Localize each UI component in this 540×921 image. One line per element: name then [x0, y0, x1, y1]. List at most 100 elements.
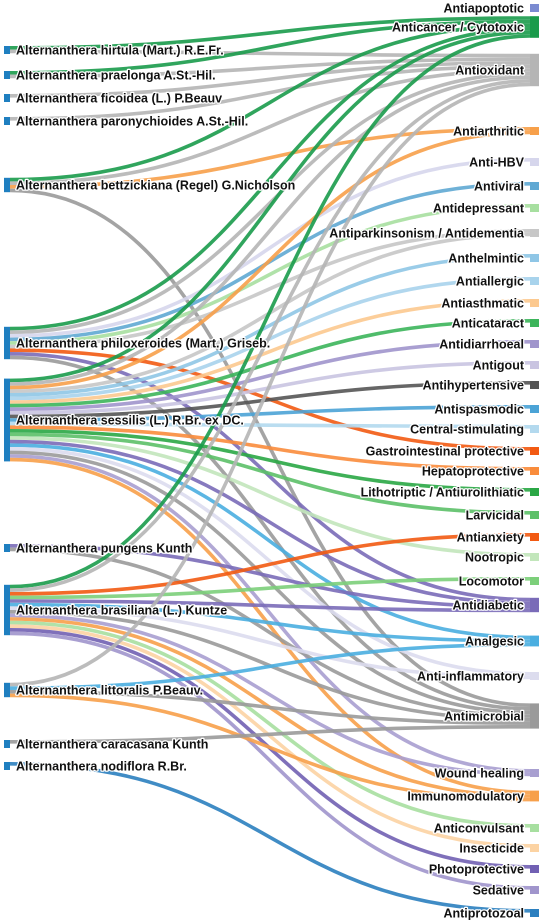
- link-littoralis-to-antimicrobial: [9, 690, 531, 725]
- target-node-locomotor: [530, 577, 539, 585]
- link-sessilis-to-antidiabetic: [9, 439, 531, 605]
- target-node-antianxiety: [530, 533, 539, 541]
- target-label-antidiarrhoeal: Antidiarrhoeal: [439, 338, 524, 352]
- target-labels: Antiapoptotic Anticancer / Cytotoxic Antio…: [328, 0, 526, 921]
- link-sessilis-to-anticancer-cytotoxic: [9, 30, 531, 383]
- target-node-wound-healing: [530, 769, 539, 777]
- target-label-central-stimulating: Central-stimulating: [410, 423, 524, 437]
- target-label-hepatoprotective: Hepatoprotective: [422, 465, 524, 479]
- target-node-antiasthmatic: [530, 299, 539, 307]
- target-label-antiarthritic: Antiarthritic: [453, 125, 524, 139]
- target-node-anti-inflammatory: [530, 672, 539, 680]
- target-node-larvicidal: [530, 511, 539, 519]
- link-pungens-to-antidiabetic: [9, 544, 531, 609]
- link-praelonga-to-anticancer-cytotoxic: [9, 19, 531, 75]
- source-label-alternanthera-ficoidea-l-p-beauv: Alternanthera ficoidea (L.) P.Beauv: [16, 92, 222, 106]
- target-label-antiparkinsonism-antidementia: Antiparkinsonism / Antidementia: [329, 227, 525, 241]
- link-sessilis-to-lithotriptic-antiurolithiatic: [9, 429, 531, 492]
- target-node-antihypertensive: [530, 381, 539, 389]
- link-sessilis-to-nootropic: [9, 436, 531, 557]
- source-node-alternanthera-ficoidea-l-p-beauv: [4, 94, 10, 102]
- link-sessilis-to-antidiarrhoeal: [9, 340, 531, 411]
- target-node-antimicrobial: [530, 703, 539, 729]
- target-node-analgesic: [530, 635, 539, 647]
- link-littoralis-to-analgesic: [9, 642, 531, 690]
- target-label-antiapoptotic: Antiapoptotic: [443, 2, 524, 16]
- source-node-alternanthera-nodiflora-r-br: [4, 762, 10, 770]
- source-node-alternanthera-sessilis-l-r-br-ex-dc: [4, 378, 10, 462]
- link-philoxeroides-to-antimicrobial: [9, 355, 531, 711]
- link-nodiflora-to-antiprotozoal: [9, 762, 531, 913]
- target-label-anti-inflammatory: Anti-inflammatory: [417, 670, 524, 684]
- link-brasiliana-to-antioxidant: [9, 79, 531, 592]
- target-node-photoprotective: [530, 865, 539, 873]
- link-hirtula-to-antioxidant: [9, 49, 531, 58]
- source-label-alternanthera-sessilis-l-r-br-ex-dc: Alternanthera sessilis (L.) R.Br. ex DC.: [16, 414, 244, 428]
- link-caracasana-to-antimicrobial: [9, 725, 531, 744]
- target-label-immunomodulatory: Immunomodulatory: [407, 790, 524, 804]
- link-sessilis-to-anti-inflammatory: [9, 447, 531, 676]
- source-labels: Alternanthera hirtula (Mart.) R.E.Fr. Alt…: [15, 42, 297, 775]
- source-label-alternanthera-praelonga-a-st-hil: Alternanthera praelonga A.St.-Hil.: [16, 69, 216, 83]
- link-littoralis-to-antioxidant: [9, 82, 531, 687]
- target-node-sedative: [530, 886, 539, 894]
- source-node-alternanthera-bettzickiana-regel-g-nicholson: [4, 177, 10, 193]
- target-node-central-stimulating: [530, 425, 539, 433]
- link-brasiliana-to-anticonvulsant: [9, 620, 531, 828]
- target-label-antihypertensive: Antihypertensive: [423, 379, 524, 393]
- target-node-anthelmintic: [530, 254, 539, 262]
- target-label-anti-hbv: Anti-HBV: [469, 156, 525, 170]
- target-node-anticonvulsant: [530, 824, 539, 832]
- target-node-anticancer-cytotoxic: [530, 16, 539, 38]
- target-label-antioxidant: Antioxidant: [455, 64, 525, 78]
- source-label-alternanthera-brasiliana-l-kuntze: Alternanthera brasiliana (L.) Kuntze: [16, 604, 227, 618]
- target-node-antiapoptotic: [530, 4, 539, 12]
- link-hirtula-to-anticancer-cytotoxic: [9, 16, 531, 50]
- target-label-wound-healing: Wound healing: [435, 767, 524, 781]
- link-sessilis-to-larvicidal: [9, 432, 531, 515]
- link-philoxeroides-to-anticancer-cytotoxic: [9, 27, 531, 331]
- source-node-alternanthera-littoralis-p-beauv: [4, 682, 10, 698]
- target-label-insecticide: Insecticide: [459, 842, 524, 856]
- target-node-antidiabetic: [530, 597, 539, 613]
- target-label-antimicrobial: Antimicrobial: [444, 710, 524, 724]
- target-label-antiviral: Antiviral: [474, 180, 524, 194]
- target-label-antigout: Antigout: [473, 359, 525, 373]
- target-node-immunomodulatory: [530, 790, 539, 802]
- target-node-antiallergic: [530, 277, 539, 285]
- source-node-alternanthera-caracasana-kunth: [4, 740, 10, 748]
- link-sessilis-to-antimicrobial: [9, 450, 531, 715]
- link-praelonga-to-antioxidant: [9, 57, 531, 79]
- link-littoralis-to-immunomodulatory: [9, 693, 531, 802]
- target-node-hepatoprotective: [530, 467, 539, 475]
- target-label-antiprotozoal: Antiprotozoal: [443, 907, 524, 921]
- source-node-alternanthera-pungens-kunth: [4, 544, 10, 552]
- link-philoxeroides-to-antioxidant: [9, 71, 531, 334]
- target-label-anthelmintic: Anthelmintic: [448, 252, 524, 266]
- source-node-alternanthera-hirtula-mart-r-e-fr: [4, 46, 10, 54]
- source-label-alternanthera-philoxeroides-mart-griseb: Alternanthera philoxeroides (Mart.) Gris…: [16, 337, 270, 351]
- target-node-antigout: [530, 361, 539, 369]
- link-brasiliana-to-antianxiety: [9, 533, 531, 596]
- target-label-anticataract: Anticataract: [452, 317, 525, 331]
- target-node-anticataract: [530, 319, 539, 327]
- source-label-alternanthera-nodiflora-r-br: Alternanthera nodiflora R.Br.: [16, 760, 187, 774]
- target-label-antiallergic: Antiallergic: [456, 275, 524, 289]
- target-node-antidiarrhoeal: [530, 340, 539, 348]
- link-brasiliana-to-sedative: [9, 631, 531, 890]
- link-bettzickiana-to-anticancer-cytotoxic: [9, 23, 531, 182]
- link-philoxeroides-to-antidepressant: [9, 204, 531, 345]
- link-brasiliana-to-anti-inflammatory: [9, 606, 531, 680]
- target-node-antiviral: [530, 182, 539, 190]
- link-sessilis-to-immunomodulatory: [9, 457, 531, 795]
- target-label-lithotriptic-antiurolithiatic: Lithotriptic / Antiurolithiatic: [361, 486, 524, 500]
- target-node-antidepressant: [530, 204, 539, 212]
- target-label-photoprotective: Photoprotective: [429, 863, 524, 877]
- link-sessilis-to-wound-healing: [9, 454, 531, 773]
- source-node-alternanthera-brasiliana-l-kuntze: [4, 584, 10, 636]
- target-label-antispasmodic: Antispasmodic: [434, 403, 524, 417]
- link-brasiliana-to-anticancer-cytotoxic: [9, 34, 531, 589]
- target-label-antianxiety: Antianxiety: [457, 531, 524, 545]
- target-node-nootropic: [530, 553, 539, 561]
- target-node-anti-hbv: [530, 158, 539, 166]
